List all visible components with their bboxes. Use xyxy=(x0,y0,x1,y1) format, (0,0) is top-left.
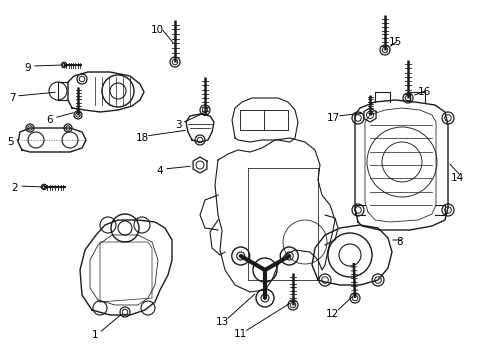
Text: 17: 17 xyxy=(325,113,339,123)
Text: 5: 5 xyxy=(7,137,13,147)
Text: 13: 13 xyxy=(215,317,228,327)
Text: 12: 12 xyxy=(325,309,338,319)
Text: 7: 7 xyxy=(9,93,15,103)
Text: 14: 14 xyxy=(449,173,463,183)
Text: 10: 10 xyxy=(150,25,163,35)
Text: 4: 4 xyxy=(156,166,163,176)
Text: 15: 15 xyxy=(387,37,401,47)
Text: 8: 8 xyxy=(396,237,403,247)
Text: 11: 11 xyxy=(233,329,246,339)
Text: 16: 16 xyxy=(417,87,430,97)
Text: 2: 2 xyxy=(12,183,18,193)
Text: 18: 18 xyxy=(135,133,148,143)
Text: 3: 3 xyxy=(174,120,181,130)
Text: 9: 9 xyxy=(24,63,31,73)
Text: 6: 6 xyxy=(46,115,53,125)
Text: 1: 1 xyxy=(92,330,98,340)
